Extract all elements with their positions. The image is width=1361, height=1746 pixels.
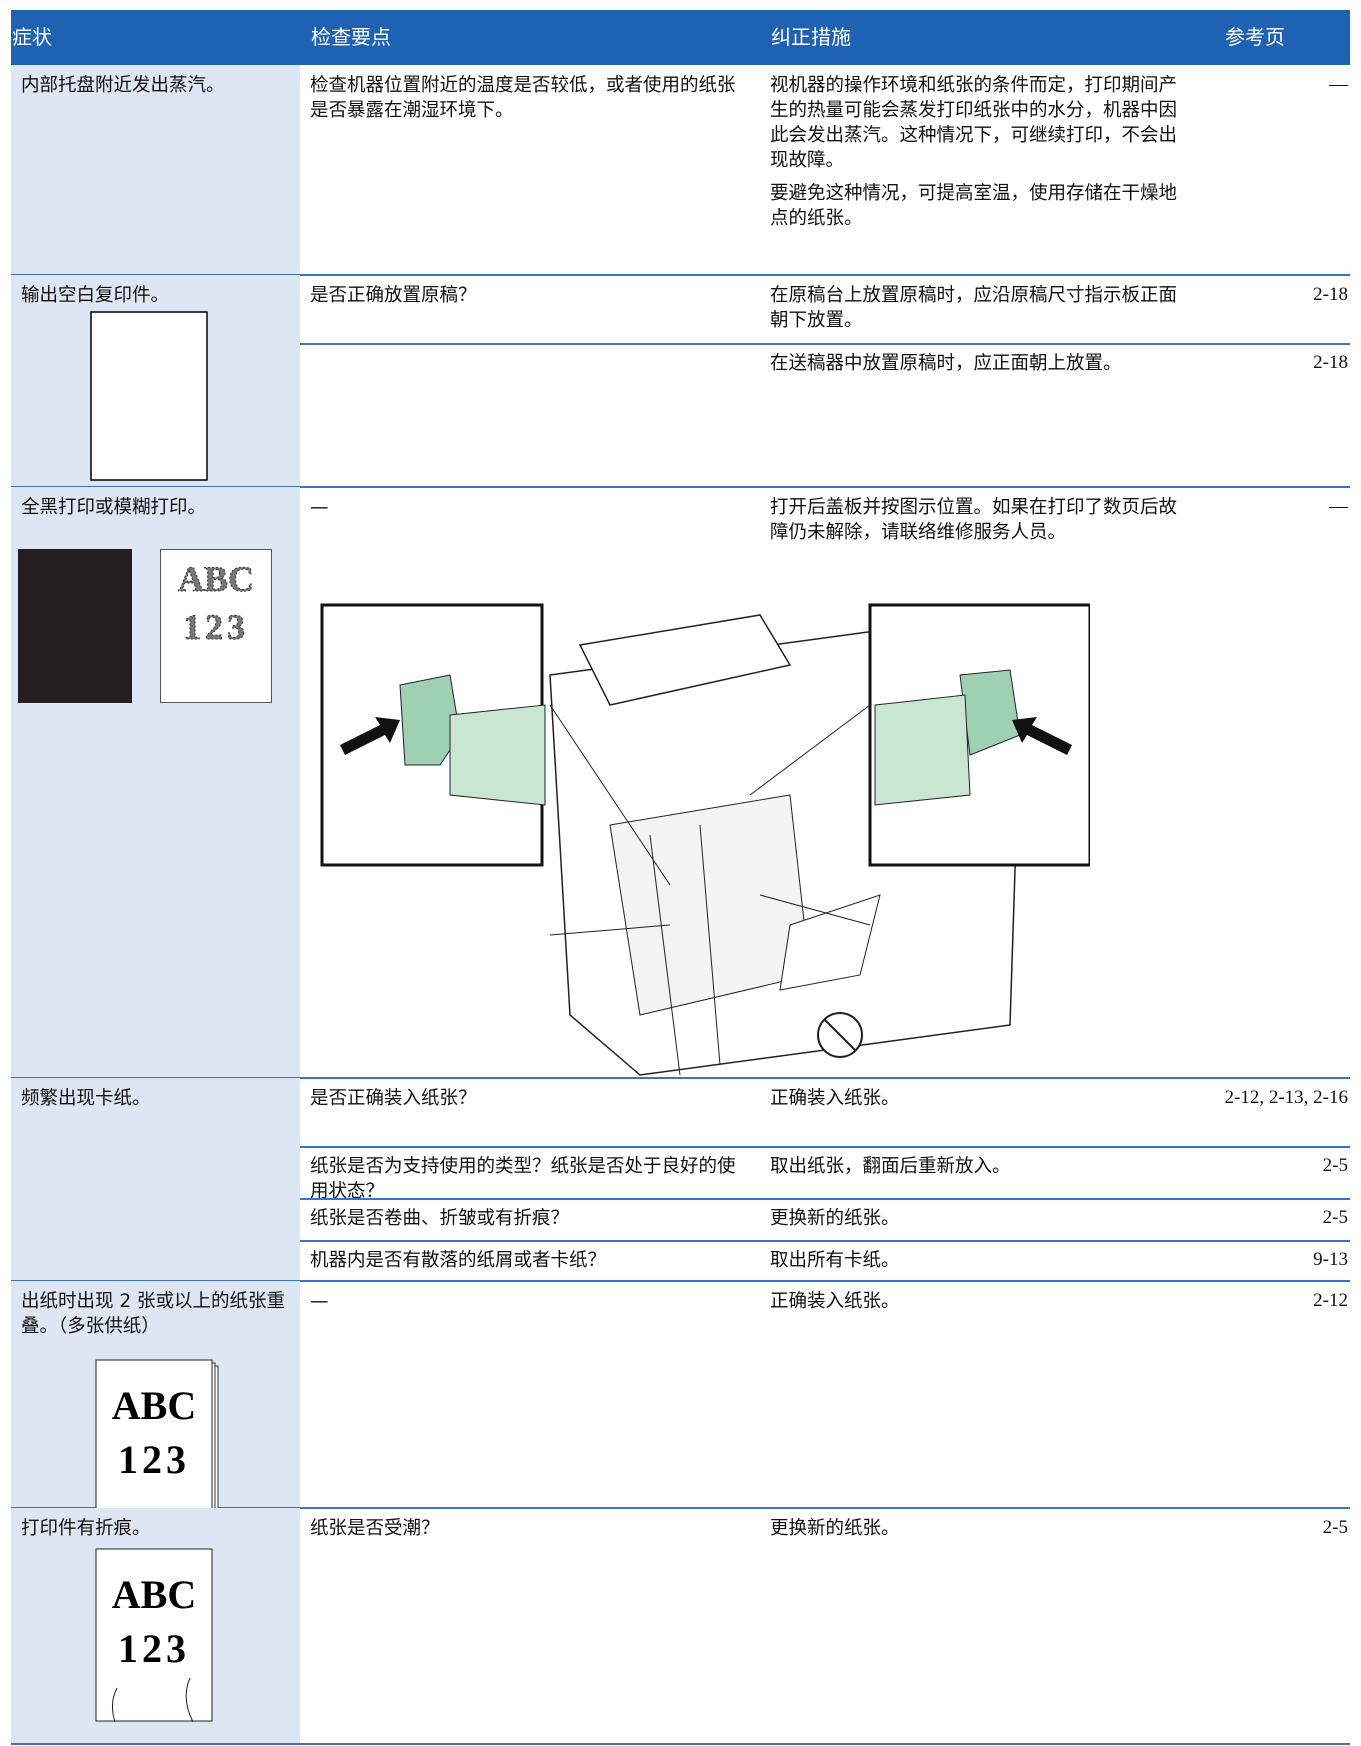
symptom: 频繁出现卡纸。 bbox=[21, 1088, 151, 1109]
symptom: 全黑打印或模糊打印。 bbox=[21, 497, 207, 518]
page-ref: 2-12, 2-13, 2-16 bbox=[1224, 1087, 1348, 1108]
sub-divider bbox=[300, 1146, 1350, 1148]
creased-page: ABC 123 bbox=[95, 1548, 213, 1723]
shape bbox=[18, 549, 132, 703]
action: 取出纸张，翻面后重新放入。 bbox=[770, 1156, 1011, 1177]
sub-divider bbox=[300, 1198, 1350, 1200]
shape bbox=[160, 549, 272, 703]
shape bbox=[449, 704, 546, 806]
symptom-cell bbox=[11, 65, 300, 275]
page-ref: 2-12 bbox=[1313, 1290, 1348, 1311]
action: 视机器的操作环境和纸张的条件而定，打印期间产生的热量可能会蒸发打印纸张中的水分，… bbox=[770, 75, 1178, 171]
symptom: 内部托盘附近发出蒸汽。 bbox=[21, 75, 225, 96]
figure-text: ABC bbox=[178, 559, 254, 599]
shape bbox=[1012, 717, 1072, 755]
check: 纸张是否为支持使用的类型？纸张是否处于良好的使用状态？ bbox=[310, 1156, 736, 1202]
shape bbox=[779, 894, 881, 991]
shape bbox=[749, 704, 871, 796]
action: 更换新的纸张。 bbox=[770, 1208, 900, 1229]
header-cell: 参考页 bbox=[1225, 25, 1285, 49]
page-ref: 9-13 bbox=[1313, 1249, 1348, 1270]
sub-divider bbox=[300, 343, 1350, 345]
action: 打开后盖板并按图示位置。如果在打印了数页后故障仍未解除，请联络维修服务人员。 bbox=[770, 497, 1178, 543]
blurry-page: ABC 123 bbox=[160, 549, 272, 703]
page-ref: 2-18 bbox=[1313, 284, 1348, 305]
action: 要避免这种情况，可提高室温，使用存储在干燥地点的纸张。 bbox=[770, 183, 1178, 229]
action: 在送稿器中放置原稿时，应正面朝上放置。 bbox=[770, 353, 1122, 374]
row-divider bbox=[11, 1077, 1350, 1079]
action: 更换新的纸张。 bbox=[770, 1518, 900, 1539]
shape bbox=[340, 717, 400, 755]
black-page bbox=[18, 549, 132, 703]
check: 机器内是否有散落的纸屑或者卡纸？ bbox=[310, 1250, 607, 1271]
shape bbox=[111, 1677, 194, 1723]
page-ref: 2-5 bbox=[1322, 1155, 1348, 1176]
check: 是否正确装入纸张？ bbox=[310, 1088, 477, 1109]
symptom: 出纸时出现 2 张或以上的纸张重叠。（多张供纸） bbox=[21, 1291, 286, 1337]
symptom: 输出空白复印件。 bbox=[21, 285, 170, 306]
row-divider bbox=[11, 1507, 1350, 1509]
shape bbox=[549, 704, 671, 886]
sub-divider bbox=[300, 1240, 1350, 1242]
page-ref: — bbox=[1329, 496, 1348, 517]
check: 检查机器位置附近的温度是否较低，或者使用的纸张是否暴露在潮湿环境下。 bbox=[310, 75, 736, 121]
check: 是否正确放置原稿？ bbox=[310, 285, 477, 306]
blank-page bbox=[90, 311, 208, 481]
check: 纸张是否受潮？ bbox=[310, 1518, 440, 1539]
shape bbox=[549, 924, 671, 936]
page-ref: 2-18 bbox=[1313, 352, 1348, 373]
page-ref: — bbox=[1329, 74, 1348, 95]
shape bbox=[578, 614, 792, 706]
page-ref: 2-5 bbox=[1322, 1517, 1348, 1538]
header-cell: 症状 bbox=[12, 25, 52, 49]
figure-text: ABC bbox=[112, 1572, 196, 1617]
shape bbox=[95, 1359, 213, 1533]
shape bbox=[90, 311, 208, 481]
shape bbox=[649, 824, 721, 1076]
shape bbox=[874, 694, 971, 806]
action: 取出所有卡纸。 bbox=[770, 1250, 900, 1271]
header-cell: 纠正措施 bbox=[771, 25, 851, 49]
page-ref: 2-5 bbox=[1322, 1207, 1348, 1228]
row-divider bbox=[11, 1743, 1350, 1745]
action: 正确装入纸张。 bbox=[770, 1088, 900, 1109]
action: 在原稿台上放置原稿时，应沿原稿尺寸指示板正面朝下放置。 bbox=[770, 285, 1178, 331]
machine-illustration bbox=[320, 603, 1090, 1076]
row-divider bbox=[11, 1280, 1350, 1282]
check: — bbox=[310, 1291, 329, 1312]
check: — bbox=[310, 497, 329, 518]
header-cell: 检查要点 bbox=[311, 25, 391, 49]
row-divider bbox=[11, 486, 1350, 488]
shape bbox=[609, 794, 811, 1016]
shape bbox=[759, 894, 871, 926]
shape bbox=[824, 1019, 856, 1051]
action: 正确装入纸张。 bbox=[770, 1291, 900, 1312]
figure-text: 123 bbox=[118, 1437, 190, 1482]
header-bar bbox=[11, 10, 1350, 65]
row-divider bbox=[11, 274, 1350, 276]
figure-text: ABC bbox=[112, 1383, 196, 1428]
symptom: 打印件有折痕。 bbox=[21, 1518, 151, 1539]
figure-text: 123 bbox=[118, 1626, 190, 1671]
check: 纸张是否卷曲、折皱或有折痕？ bbox=[310, 1208, 570, 1229]
figure-text: 123 bbox=[183, 607, 249, 647]
symptom-cell bbox=[11, 1078, 300, 1281]
